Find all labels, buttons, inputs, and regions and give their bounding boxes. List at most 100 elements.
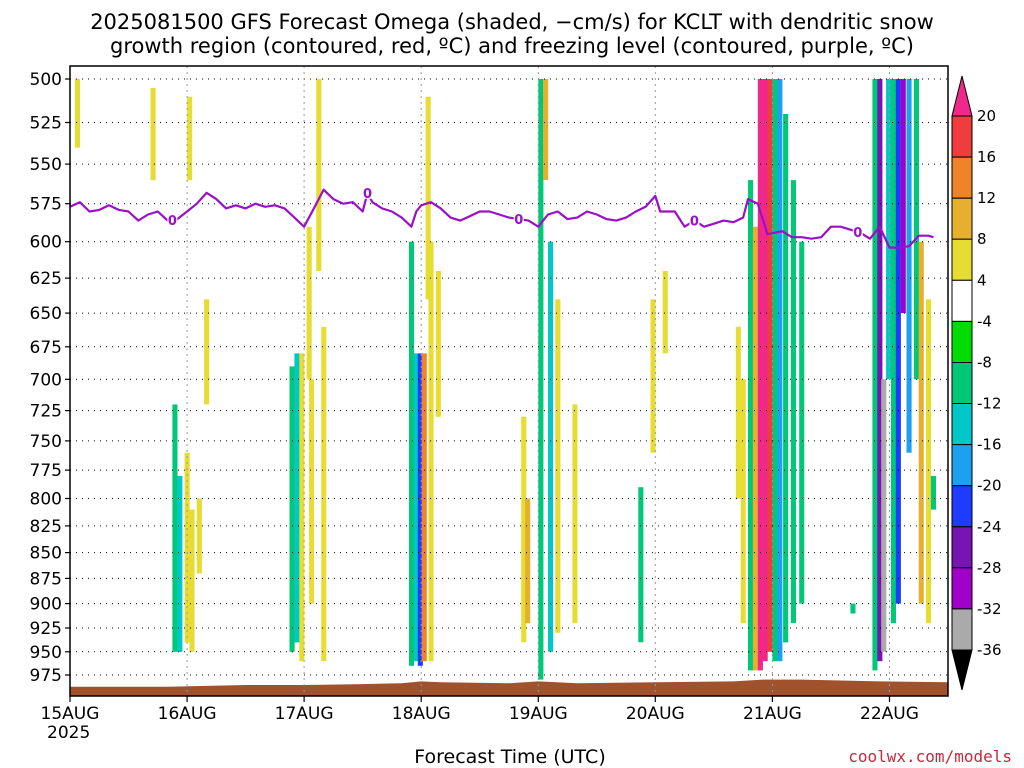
colorbar-seg-2 — [951, 197, 973, 240]
omega-band-9 — [289, 366, 295, 652]
x-tick-label-22AUG: 22AUG — [860, 704, 919, 724]
omega-band-57 — [930, 475, 936, 510]
y-tick-label-625: 625 — [30, 269, 62, 289]
omega-band-11 — [299, 353, 305, 662]
freezing-label-bg-3 — [689, 212, 700, 227]
omega-band-35 — [748, 180, 754, 671]
x-tick-label-16AUG: 16AUG — [158, 704, 217, 724]
omega-band-10 — [294, 353, 300, 643]
x-tick-label-18AUG: 18AUG — [392, 704, 451, 724]
ground-surface — [70, 679, 948, 696]
colorbar-label-5: -4 — [977, 312, 992, 330]
colorbar-label-8: -16 — [977, 436, 1002, 454]
colorbar-label-3: 8 — [977, 230, 987, 248]
omega-band-47 — [877, 79, 883, 662]
omega-band-34 — [740, 379, 746, 624]
omega-band-8 — [204, 299, 210, 405]
colorbar-seg-1 — [951, 156, 973, 199]
omega-band-31 — [650, 299, 656, 453]
freezing-label-1: 0 — [363, 187, 372, 202]
omega-band-33 — [735, 326, 741, 499]
y-tick-label-500: 500 — [30, 70, 62, 90]
omega-band-43 — [790, 180, 796, 624]
y-tick-label-600: 600 — [30, 233, 62, 253]
omega-band-5 — [187, 96, 193, 181]
colorbar-seg-11 — [951, 567, 973, 610]
omega-band-51 — [895, 79, 901, 604]
x-tick-sublabel-15AUG: 2025 — [47, 723, 90, 743]
x-tick-label-20AUG: 20AUG — [626, 704, 685, 724]
omega-band-14 — [316, 79, 322, 271]
colorbar-seg-6 — [951, 362, 973, 405]
omega-band-38 — [762, 79, 768, 662]
colorbar-label-11: -28 — [977, 559, 1002, 577]
colorbar-seg-7 — [951, 403, 973, 446]
omega-band-45 — [850, 603, 856, 614]
omega-band-27 — [548, 241, 554, 652]
freezing-label-0: 0 — [168, 214, 177, 229]
colorbar-legend: 20 16 12 8 4 -4 -8 -12 -16 -20 -24 -28 -32 -36 — [951, 75, 1002, 691]
y-tick-label-525: 525 — [30, 114, 62, 134]
omega-band-21 — [428, 241, 434, 662]
omega-band-23 — [521, 416, 527, 643]
colorbar-seg-5 — [951, 320, 973, 363]
omega-band-1 — [150, 87, 156, 181]
omega-band-42 — [783, 114, 789, 643]
freezing-level-contour: 0 0 0 0 0 — [69, 184, 934, 249]
y-tick-label-800: 800 — [30, 490, 62, 510]
y-tick-label-675: 675 — [30, 338, 62, 358]
omega-band-37 — [757, 79, 763, 671]
omega-band-7 — [196, 498, 202, 574]
plot-frame — [69, 65, 949, 697]
x-tick-label-17AUG: 17AUG — [275, 704, 334, 724]
y-tick-label-825: 825 — [30, 517, 62, 537]
y-tick-label-925: 925 — [30, 619, 62, 639]
colorbar-label-10: -24 — [977, 518, 1002, 536]
colorbar-seg-4 — [951, 279, 973, 322]
omega-band-50 — [890, 79, 896, 624]
omega-band-2 — [172, 404, 178, 652]
colorbar-label-2: 12 — [977, 189, 996, 207]
omega-band-16 — [409, 241, 415, 666]
chart-title-line2: growth region (contoured, red, ºC) and f… — [110, 34, 914, 58]
y-tick-label-725: 725 — [30, 402, 62, 422]
x-tick-label-19AUG: 19AUG — [509, 704, 568, 724]
y-axis-pressure-ticks: 500 525 550 575 600 625 650 675 700 725 750 775 800 8… — [30, 70, 70, 686]
omega-band-53 — [906, 79, 912, 453]
freezing-level-line — [69, 188, 934, 249]
omega-band-3 — [177, 475, 183, 652]
freezing-label-2: 0 — [514, 213, 523, 228]
colorbar-bottom-arrow — [951, 649, 973, 691]
colorbar-seg-3 — [951, 238, 973, 281]
omega-band-15 — [321, 326, 327, 662]
omega-band-30 — [638, 487, 644, 643]
omega-band-25 — [538, 79, 544, 680]
freezing-label-4: 0 — [853, 226, 862, 241]
omega-band-22 — [435, 271, 441, 417]
omega-band-54 — [913, 79, 919, 380]
omega-band-6 — [189, 509, 195, 652]
y-tick-label-900: 900 — [30, 595, 62, 615]
colorbar-label-7: -12 — [977, 395, 1002, 413]
y-tick-label-550: 550 — [30, 155, 62, 175]
omega-band-56 — [926, 299, 932, 624]
y-tick-label-700: 700 — [30, 370, 62, 390]
colorbar-top-arrow — [951, 75, 973, 117]
omega-band-13 — [309, 379, 315, 604]
colorbar-seg-12 — [951, 608, 973, 651]
omega-band-12 — [306, 226, 312, 380]
omega-band-18 — [417, 353, 423, 666]
colorbar-label-9: -20 — [977, 477, 1002, 495]
freezing-label-bg-4 — [852, 224, 863, 238]
omega-band-24 — [525, 498, 531, 624]
y-tick-label-950: 950 — [30, 643, 62, 663]
omega-band-39 — [767, 79, 773, 652]
y-tick-label-575: 575 — [30, 195, 62, 215]
freezing-label-bg-1 — [362, 184, 373, 199]
colorbar-seg-9 — [951, 485, 973, 528]
omega-band-52 — [900, 79, 906, 314]
omega-band-0 — [74, 79, 80, 148]
colorbar-seg-8 — [951, 444, 973, 487]
omega-band-28 — [555, 299, 561, 633]
y-tick-label-875: 875 — [30, 569, 62, 589]
